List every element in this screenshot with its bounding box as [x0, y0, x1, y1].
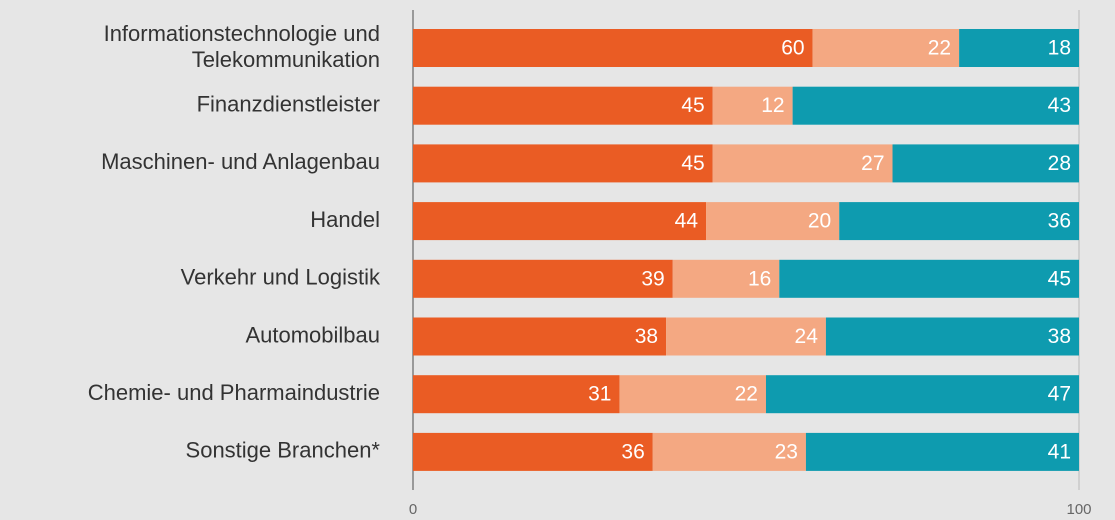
value-label: 31	[588, 383, 611, 406]
bar-segment	[413, 432, 653, 471]
value-label: 12	[761, 94, 784, 117]
bar-segment	[413, 202, 707, 241]
value-label: 45	[1048, 267, 1071, 290]
bar-segment	[712, 86, 793, 125]
bar-segment	[765, 375, 1079, 414]
bar-segment	[706, 202, 840, 241]
value-label: 36	[1048, 210, 1071, 233]
bar-segment	[812, 29, 960, 67]
category-label: Verkehr und Logistik	[181, 265, 381, 290]
bar-segment	[413, 86, 713, 125]
bar-segment	[413, 317, 667, 356]
bar-segment	[779, 259, 1079, 298]
value-label: 22	[735, 383, 758, 406]
value-label: 16	[748, 267, 771, 290]
category-label: Handel	[310, 207, 380, 232]
bar-segment	[892, 144, 1079, 183]
category-label: Sonstige Branchen*	[186, 438, 381, 463]
value-label: 44	[675, 210, 699, 233]
value-label: 47	[1048, 383, 1071, 406]
value-label: 23	[775, 440, 798, 463]
value-label: 43	[1048, 94, 1071, 117]
x-tick-label: 100	[1066, 501, 1091, 518]
bar-segment	[672, 259, 780, 298]
bar-segment	[666, 317, 826, 356]
value-label: 22	[928, 37, 951, 60]
value-label: 18	[1048, 37, 1071, 60]
bar-segment	[619, 375, 766, 414]
value-label: 36	[621, 440, 644, 463]
bar-segment	[413, 29, 813, 67]
bar-segment	[413, 259, 673, 298]
bar-segment	[413, 375, 620, 414]
value-label: 45	[681, 152, 704, 175]
bar-segment	[792, 86, 1079, 125]
bar-segment	[825, 317, 1079, 356]
value-label: 60	[781, 37, 804, 60]
value-label: 39	[641, 267, 664, 290]
category-label: Informationstechnologie und Telekommunika…	[104, 21, 380, 72]
category-label: Maschinen- und Anlagenbau	[101, 149, 380, 174]
value-label: 20	[808, 210, 831, 233]
bar-segment	[805, 432, 1079, 471]
value-label: 38	[635, 325, 658, 348]
value-label: 45	[681, 94, 704, 117]
category-label: Automobilbau	[245, 322, 380, 347]
bar-segment	[413, 144, 713, 183]
value-label: 41	[1048, 440, 1071, 463]
value-label: 28	[1048, 152, 1071, 175]
category-label: Chemie- und Pharmaindustrie	[88, 380, 380, 405]
bar-segment	[959, 29, 1079, 67]
value-label: 24	[795, 325, 819, 348]
bar-segment	[839, 202, 1079, 241]
category-label: Finanzdienstleister	[197, 92, 380, 117]
x-tick-label: 0	[409, 501, 417, 518]
value-label: 27	[861, 152, 884, 175]
bar-segment	[712, 144, 893, 183]
bar-segment	[652, 432, 806, 471]
value-label: 38	[1048, 325, 1071, 348]
